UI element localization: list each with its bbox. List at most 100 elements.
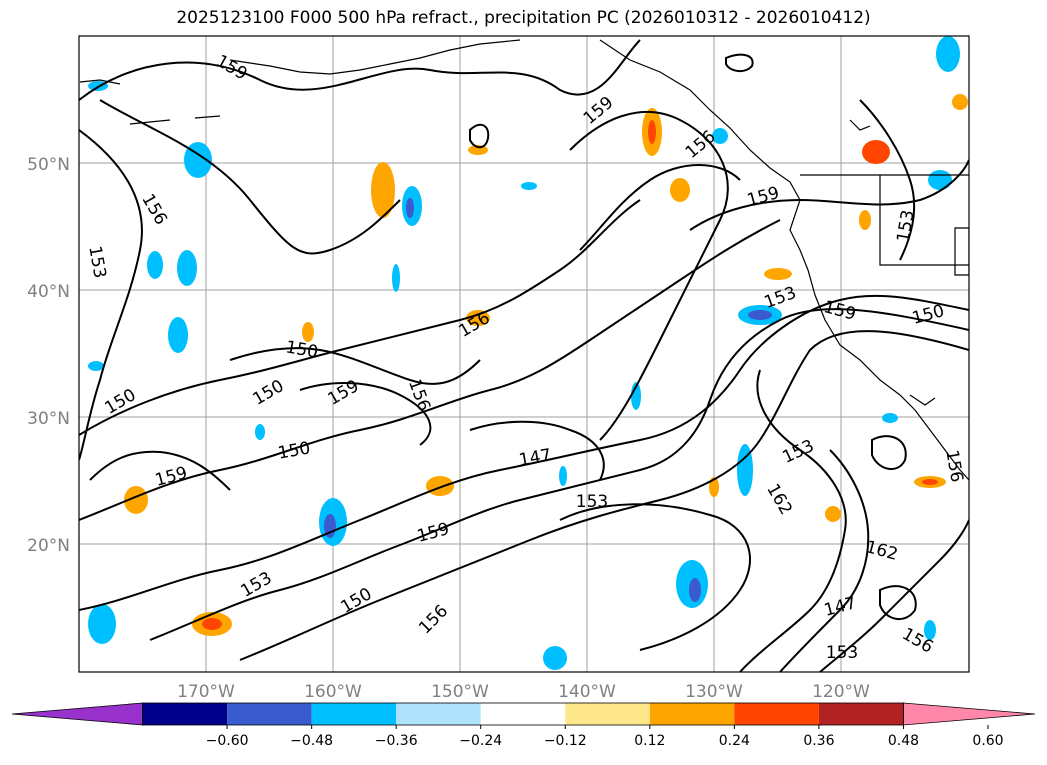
colorbar-segment xyxy=(396,703,481,725)
precip-blob xyxy=(712,128,728,144)
precip-blob xyxy=(177,250,197,286)
lon-label-130w: 130°W xyxy=(685,682,743,702)
colorbar-tick-label: −0.60 xyxy=(206,733,249,749)
colorbar-tick-label: −0.12 xyxy=(544,733,587,749)
contour-line xyxy=(579,164,741,251)
precip-blob xyxy=(255,424,265,440)
precip-blob xyxy=(882,413,898,423)
colorbar-segment xyxy=(142,703,228,725)
precip-blob xyxy=(466,310,490,326)
colorbar-segment xyxy=(227,703,312,725)
colorbar-segment xyxy=(734,703,819,725)
contour-line xyxy=(469,420,605,481)
contour-line xyxy=(299,382,432,446)
contour-closed xyxy=(871,435,907,470)
precip-blob xyxy=(202,618,222,630)
colorbar-extend-high xyxy=(903,702,1036,726)
contour-line xyxy=(79,199,641,436)
precip-blob xyxy=(922,479,938,485)
colorbar-segment xyxy=(818,703,904,725)
map-area xyxy=(79,36,969,672)
colorbar-tick-label: −0.48 xyxy=(290,733,333,749)
precip-blob xyxy=(748,310,772,320)
precip-blob xyxy=(825,506,841,522)
contour-closed xyxy=(469,123,490,149)
colorbar-tick-label: 0.12 xyxy=(634,733,665,749)
precip-blob xyxy=(147,251,163,279)
contour-line xyxy=(859,99,916,261)
precip-blob xyxy=(924,620,936,640)
map-title: 2025123100 F000 500 hPa refract., precip… xyxy=(176,8,871,28)
gridlines xyxy=(79,36,969,672)
contour-line xyxy=(559,503,751,651)
colorbar-tick-label: 0.48 xyxy=(888,733,919,749)
lon-label-170w: 170°W xyxy=(177,682,235,702)
precip-blob xyxy=(88,361,104,371)
precip-blob xyxy=(952,94,968,110)
precip-blob xyxy=(521,182,537,190)
precip-blob xyxy=(302,322,314,342)
contour-line xyxy=(149,308,969,641)
lon-label-160w: 160°W xyxy=(304,682,362,702)
lat-label-40n: 40°N xyxy=(27,282,70,302)
contour-line xyxy=(229,347,481,385)
refractivity-contours xyxy=(79,39,969,672)
contour-line xyxy=(739,369,847,672)
precip-blob xyxy=(426,476,454,496)
contour-line xyxy=(689,159,969,231)
precip-blob xyxy=(371,162,395,218)
coast-details xyxy=(849,119,936,406)
colorbar-tick-label: −0.24 xyxy=(459,733,502,749)
alaska-coast xyxy=(229,39,521,75)
na-coast xyxy=(599,39,969,481)
contour-line xyxy=(79,219,781,521)
contour-line xyxy=(79,129,143,461)
colorbar: −0.60 −0.48 −0.36 −0.24 −0.12 0.12 0.24 0.36 0.4… xyxy=(11,702,1036,749)
contour-line xyxy=(779,449,870,672)
precip-blob xyxy=(670,178,690,202)
contour-line xyxy=(569,111,729,441)
precip-shading xyxy=(88,36,968,670)
precip-blob xyxy=(936,36,960,72)
precip-blob xyxy=(648,120,656,144)
colorbar-segment xyxy=(480,703,566,725)
precip-blob xyxy=(168,317,188,353)
contour-line xyxy=(239,330,969,661)
colorbar-outline xyxy=(142,702,904,726)
precip-blob xyxy=(737,444,753,496)
latitude-labels: 50°N 40°N 30°N 20°N xyxy=(27,155,70,556)
lat-label-50n: 50°N xyxy=(27,155,70,175)
lon-label-150w: 150°W xyxy=(431,682,489,702)
precip-blob xyxy=(862,140,890,164)
coastlines xyxy=(79,39,969,481)
contour-closed xyxy=(725,53,754,72)
colorbar-tick-label: 0.24 xyxy=(719,733,750,749)
precip-blob xyxy=(764,268,792,280)
precip-blob xyxy=(124,486,148,514)
contour-label-153-g: 153 xyxy=(826,643,858,663)
precip-blob xyxy=(631,382,641,410)
contour-closed xyxy=(879,585,917,620)
contour-line xyxy=(99,99,401,255)
precip-blob xyxy=(928,170,952,190)
precip-blob xyxy=(859,210,871,230)
lon-label-140w: 140°W xyxy=(558,682,616,702)
colorbar-extend-low xyxy=(11,702,143,726)
map-frame xyxy=(78,35,970,673)
aleutian-islands xyxy=(79,79,221,125)
precip-blob xyxy=(689,578,701,602)
precip-blob xyxy=(709,477,719,497)
colorbar-tick-label: 0.60 xyxy=(972,733,1003,749)
longitude-labels: 170°W 160°W 150°W 140°W 130°W 120°W xyxy=(177,682,870,702)
precip-blob xyxy=(543,646,567,670)
contour-line xyxy=(79,39,641,101)
map-contents xyxy=(79,36,969,672)
contour-line xyxy=(79,294,969,611)
contour-line xyxy=(819,519,969,672)
colorbar-tick-label: −0.36 xyxy=(375,733,418,749)
precip-blob xyxy=(88,604,116,644)
precip-blob xyxy=(406,198,414,218)
contour-line xyxy=(89,450,231,491)
colorbar-segment xyxy=(649,703,735,725)
precip-blob xyxy=(559,466,567,486)
